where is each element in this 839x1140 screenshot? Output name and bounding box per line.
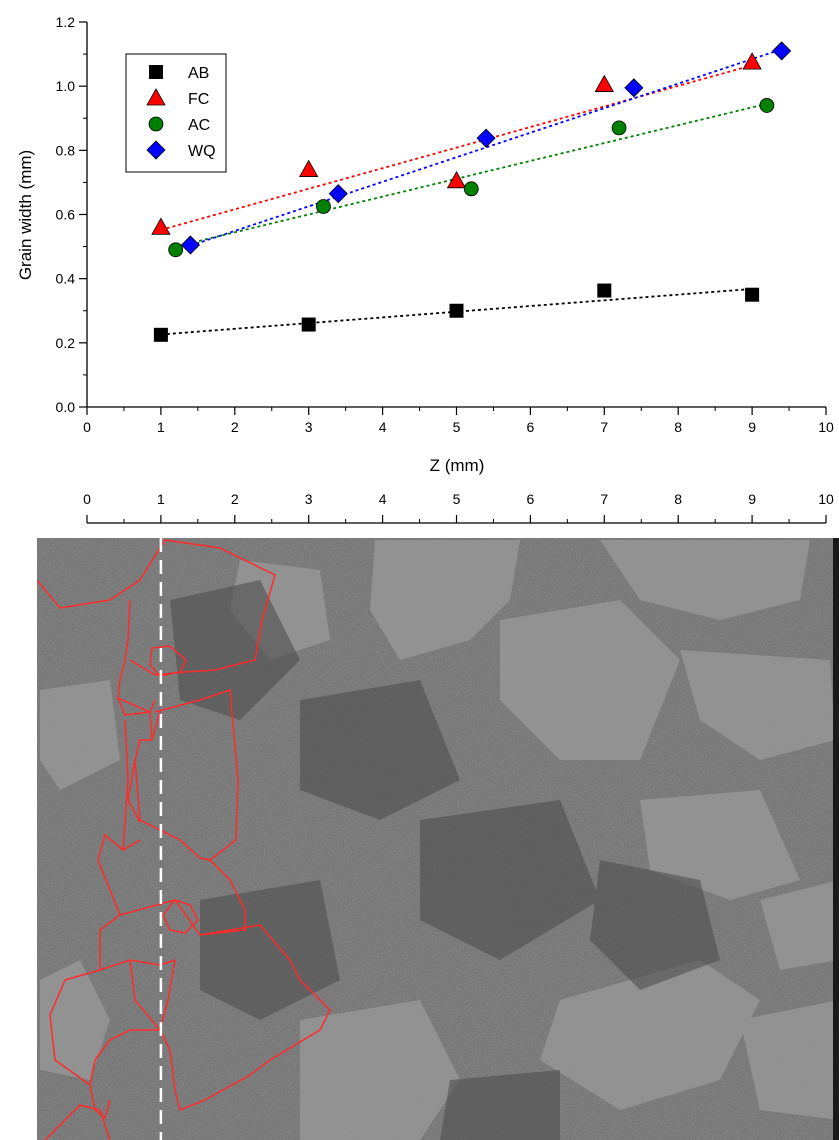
grain-boundaries [37,539,331,1140]
data-point-wq [328,184,348,204]
scale-bar: 0 1 2 3 4 5 6 7 8 9 10 [83,491,834,524]
data-point-ab [745,287,760,302]
legend-label-ac: AC [188,117,210,134]
scale-tick-label: 0 [83,491,91,507]
x-tick-label: 3 [305,419,313,435]
y-tick-label: 0.2 [56,335,76,351]
y-tick-label: 0.0 [56,399,76,415]
data-point-ab [301,317,316,332]
data-point-fc [151,217,171,235]
data-point-ab [597,283,612,298]
legend-marker-ac [148,116,164,132]
legend-box [125,53,227,173]
y-tick-label: 0.6 [56,207,76,223]
x-tick-label: 5 [453,419,461,435]
data-point-ac [168,242,184,258]
legend-marker-wq [146,140,166,160]
chart-legend: AB FC AC WQ [125,53,227,173]
grain-width-chart: 0 1 2 3 4 5 6 7 8 9 10 0.0 0.2 0.4 0.6 0.8 1.0 1.2 Z (mm)… [16,14,834,475]
x-tick-label: 8 [674,419,682,435]
data-point-wq [180,235,201,255]
x-tick-label: 6 [527,419,535,435]
micrograph-image [37,538,839,1140]
y-tick-label: 1.0 [56,78,76,94]
scale-tick-label: 9 [748,491,756,507]
scale-tick-label: 6 [527,491,535,507]
legend-label-wq: WQ [188,143,216,160]
scale-tick-label: 5 [453,491,461,507]
trend-line-fc [160,64,753,231]
data-point-wq [772,41,792,61]
scale-tick-label: 2 [231,491,239,507]
data-point-wq [624,78,644,98]
x-tick-label: 10 [818,419,834,435]
x-axis-title: Z (mm) [430,456,485,475]
data-points [151,41,792,342]
data-point-fc [446,170,467,189]
data-point-ac [316,199,331,214]
legend-label-ab: AB [188,65,209,82]
y-tick-label: 0.4 [56,271,76,287]
x-tick-label: 1 [157,419,165,435]
data-point-ac [611,120,627,136]
scale-tick-label: 4 [379,491,387,507]
data-point-ac [463,181,479,197]
data-point-fc [299,159,319,177]
y-tick-label: 1.2 [56,14,76,30]
data-point-fc [742,52,762,70]
scale-tick-label: 7 [600,491,608,507]
chart-axes: 0 1 2 3 4 5 6 7 8 9 10 0.0 0.2 0.4 0.6 0.8 1.0 1.2 [56,14,834,435]
scale-tick-label: 8 [674,491,682,507]
trend-line-ac [175,102,768,248]
data-point-ab [449,303,464,318]
data-point-ac [759,98,775,113]
legend-label-fc: FC [188,91,209,108]
y-axis-title: Grain width (mm) [16,150,35,280]
scale-tick-label: 3 [305,491,313,507]
x-tick-label: 0 [83,419,91,435]
x-tick-label: 2 [231,419,239,435]
scale-tick-label: 10 [818,491,834,507]
data-point-ab [153,327,168,342]
x-tick-label: 9 [748,419,756,435]
y-tick-label: 0.8 [56,142,76,158]
scale-tick-label: 1 [157,491,165,507]
data-point-fc [594,74,614,92]
legend-marker-ab [149,65,163,79]
x-tick-label: 4 [379,419,387,435]
micrograph-right-edge [833,538,839,1140]
data-point-wq [476,128,496,148]
trend-line-wq [190,48,782,247]
x-tick-label: 7 [600,419,608,435]
legend-marker-fc [146,88,166,106]
